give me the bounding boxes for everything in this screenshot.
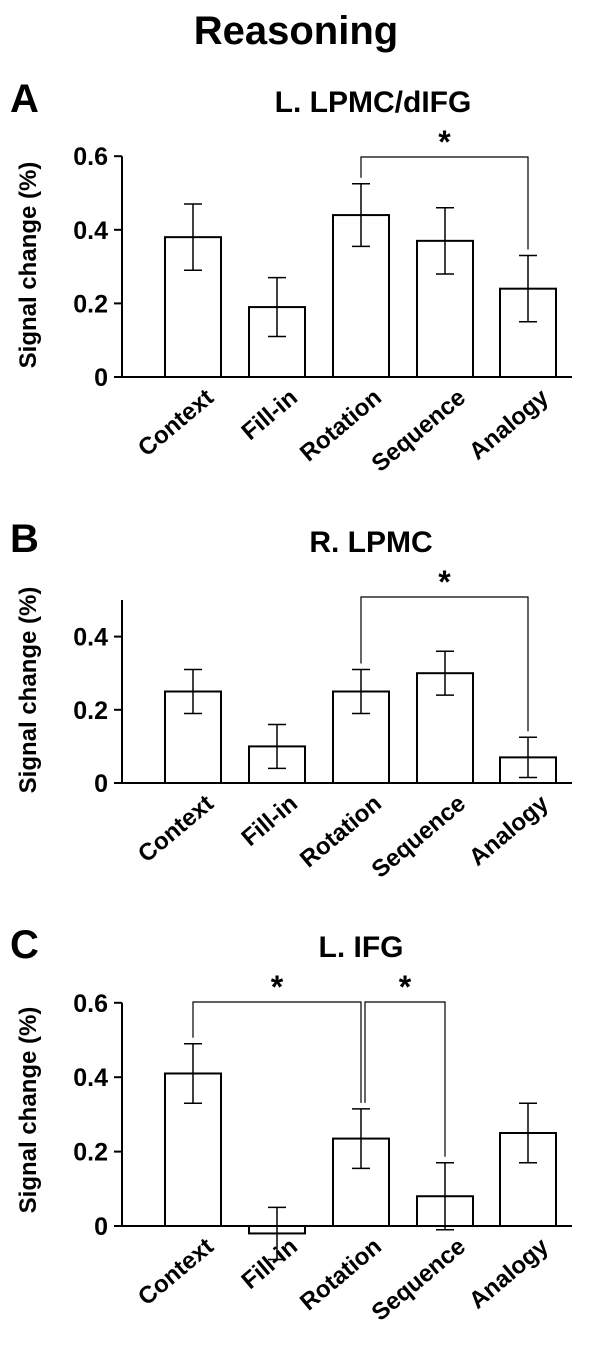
x-tick-label: Sequence	[367, 384, 471, 478]
y-tick-label: 0.4	[73, 1064, 108, 1092]
y-tick-label: 0.2	[73, 697, 108, 725]
y-tick-label: 0.6	[73, 143, 108, 171]
panel-label: B	[10, 517, 39, 561]
x-tick-label: Context	[133, 1233, 219, 1311]
y-tick-label: 0.2	[73, 290, 108, 318]
significance-star: *	[399, 969, 412, 1005]
y-axis-label: Signal change (%)	[15, 1007, 42, 1214]
y-axis-label: Signal change (%)	[15, 587, 42, 794]
significance-bracket	[360, 596, 529, 732]
y-tick-label: 0.4	[73, 217, 108, 245]
significance-bracket	[364, 1001, 446, 1157]
x-tick-label: Sequence	[367, 1233, 471, 1327]
x-tick-label: Fill-in	[236, 384, 302, 446]
chart-title: L. LPMC/dIFG	[275, 86, 472, 119]
x-tick-label: Analogy	[464, 1233, 554, 1315]
x-tick-label: Fill-in	[236, 790, 302, 852]
panel-C: C L. IFG 0 0.2 0.4 0.6 Signal change (%) Contex…	[10, 923, 572, 1326]
chart-title: R. LPMC	[309, 526, 432, 559]
x-tick-label: Fill-in	[236, 1233, 302, 1295]
y-tick-label: 0.4	[73, 624, 108, 652]
significance-bracket	[192, 1001, 362, 1103]
x-tick-label: Analogy	[464, 384, 554, 466]
significance-star: *	[438, 124, 451, 160]
bar-analogy	[499, 756, 557, 785]
panel-B: B R. LPMC 0 0.2 0.4 Signal change (%) Context F…	[10, 517, 572, 883]
panel-A: A L. LPMC/dIFG 0 0.2 0.4 0.6 Signal change (%)…	[10, 77, 572, 477]
y-tick-label: 0	[94, 770, 108, 798]
x-tick-label: Context	[133, 790, 219, 868]
x-tick-label: Sequence	[367, 790, 471, 884]
significance-bracket	[360, 156, 529, 250]
y-tick-label: 0.6	[73, 990, 108, 1018]
x-tick-label: Context	[133, 384, 219, 462]
significance-star: *	[438, 564, 451, 600]
chart-title: L. IFG	[319, 931, 404, 964]
panels: A L. LPMC/dIFG 0 0.2 0.4 0.6 Signal change (%)…	[10, 77, 572, 1326]
panel-label: A	[10, 77, 39, 121]
figure-title: Reasoning	[194, 9, 398, 53]
x-tick-label: Analogy	[464, 790, 554, 872]
y-tick-label: 0.2	[73, 1139, 108, 1167]
panel-label: C	[10, 923, 39, 967]
y-tick-label: 0	[94, 364, 108, 392]
y-tick-label: 0	[94, 1213, 108, 1241]
y-axis-label: Signal change (%)	[15, 162, 42, 369]
significance-star: *	[271, 969, 284, 1005]
